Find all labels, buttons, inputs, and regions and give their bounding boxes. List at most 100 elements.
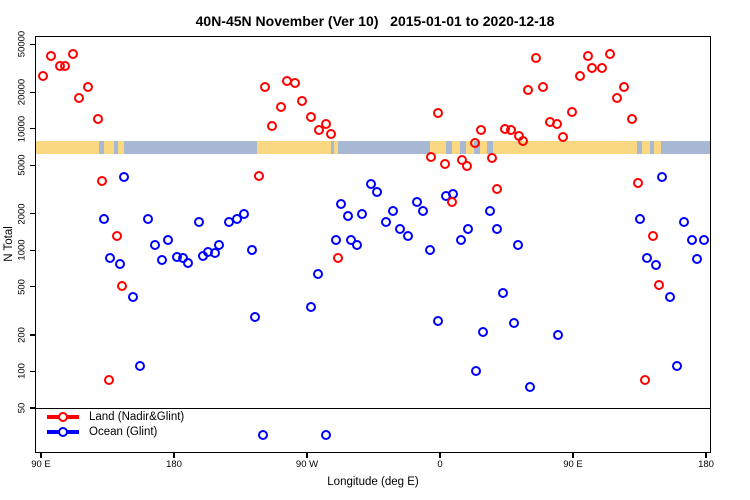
map-band-land-segment: [492, 141, 637, 154]
data-point: [372, 187, 383, 198]
data-point: [103, 374, 114, 385]
map-band-land-segment: [334, 141, 339, 154]
data-point: [574, 71, 585, 82]
y-axis-tick: [30, 213, 35, 215]
legend-item-land: Land (Nadir&Glint): [47, 409, 184, 424]
data-point: [618, 82, 629, 93]
data-point: [656, 172, 667, 183]
data-point: [105, 253, 115, 264]
y-axis-tick: [30, 91, 35, 93]
legend-label-ocean: Ocean (Glint): [89, 425, 158, 438]
data-point: [82, 82, 93, 93]
data-point: [432, 316, 443, 327]
data-point: [639, 374, 650, 385]
data-point: [330, 235, 341, 246]
data-point: [111, 231, 122, 242]
data-point: [455, 235, 466, 246]
data-point: [552, 118, 563, 129]
y-axis-tick: [30, 164, 35, 166]
x-axis-tick: [439, 453, 441, 458]
data-point: [524, 381, 535, 392]
data-point: [557, 131, 568, 142]
data-point: [654, 279, 664, 290]
data-point: [446, 196, 457, 207]
chart-title: 40N-45N November (Ver 10) 2015-01-01 to …: [195, 13, 555, 29]
data-point: [46, 50, 57, 61]
data-point: [135, 361, 145, 372]
data-point: [626, 114, 637, 125]
data-point: [531, 53, 542, 64]
y-tick-label: 200: [16, 326, 28, 343]
data-point: [305, 112, 316, 123]
data-point: [634, 214, 645, 225]
map-band-land-segment: [34, 141, 99, 154]
data-point: [394, 223, 405, 234]
x-tick-label: 180: [166, 459, 182, 470]
data-point: [183, 257, 194, 268]
data-point: [128, 292, 139, 303]
data-point: [538, 82, 548, 93]
data-point: [249, 312, 260, 323]
data-point: [462, 161, 473, 172]
data-point: [59, 60, 70, 71]
data-point: [671, 361, 682, 372]
data-point: [487, 153, 498, 164]
data-point: [142, 214, 153, 225]
data-point: [440, 159, 451, 170]
x-axis-tick: [572, 453, 574, 458]
data-point: [484, 205, 495, 216]
data-point: [356, 208, 367, 219]
x-axis-tick: [705, 453, 707, 458]
data-point: [275, 102, 286, 113]
y-axis-tick: [30, 407, 35, 409]
y-tick-label: 5000: [16, 154, 28, 176]
data-point: [312, 268, 323, 279]
legend-item-ocean: Ocean (Glint): [47, 424, 184, 439]
data-point: [553, 329, 564, 340]
data-point: [119, 172, 130, 183]
data-point: [257, 429, 268, 440]
y-tick-label: 1000: [16, 239, 28, 261]
data-point: [522, 84, 533, 95]
data-point: [313, 124, 324, 135]
y-tick-label: 2000: [16, 202, 28, 225]
map-band-land-segment: [480, 141, 487, 154]
data-point: [642, 253, 653, 264]
data-point: [678, 217, 689, 228]
data-point: [664, 292, 675, 303]
data-point: [402, 231, 413, 242]
data-point: [633, 177, 644, 188]
legend-label-land: Land (Nadir&Glint): [89, 410, 185, 423]
data-point: [566, 107, 577, 118]
y-tick-label: 100: [16, 363, 28, 380]
data-point: [73, 92, 84, 103]
data-point: [492, 223, 503, 234]
y-tick-label: 50: [16, 402, 28, 414]
y-axis-tick: [30, 286, 35, 288]
legend: Land (Nadir&Glint) Ocean (Glint): [47, 409, 184, 439]
y-axis-tick: [30, 334, 35, 336]
ocean-series-symbol: [47, 426, 79, 437]
data-point: [193, 217, 204, 228]
data-point: [68, 49, 79, 60]
ocean-circle-icon: [58, 426, 68, 437]
x-tick-label: 0: [437, 459, 443, 470]
land-circle-icon: [58, 411, 68, 422]
data-point: [92, 114, 103, 125]
data-point: [471, 366, 482, 377]
data-point: [116, 280, 127, 291]
data-point: [253, 170, 264, 181]
data-point: [343, 211, 354, 222]
data-point: [470, 137, 481, 148]
data-point: [596, 62, 607, 73]
data-point: [651, 259, 662, 270]
x-axis-tick: [306, 453, 308, 458]
data-point: [463, 223, 474, 234]
data-point: [290, 77, 301, 88]
map-band-land-segment: [466, 141, 474, 154]
data-point: [97, 176, 108, 187]
data-point: [321, 429, 332, 440]
y-tick-label: 50000: [16, 30, 28, 58]
map-band-land-segment: [103, 141, 114, 154]
